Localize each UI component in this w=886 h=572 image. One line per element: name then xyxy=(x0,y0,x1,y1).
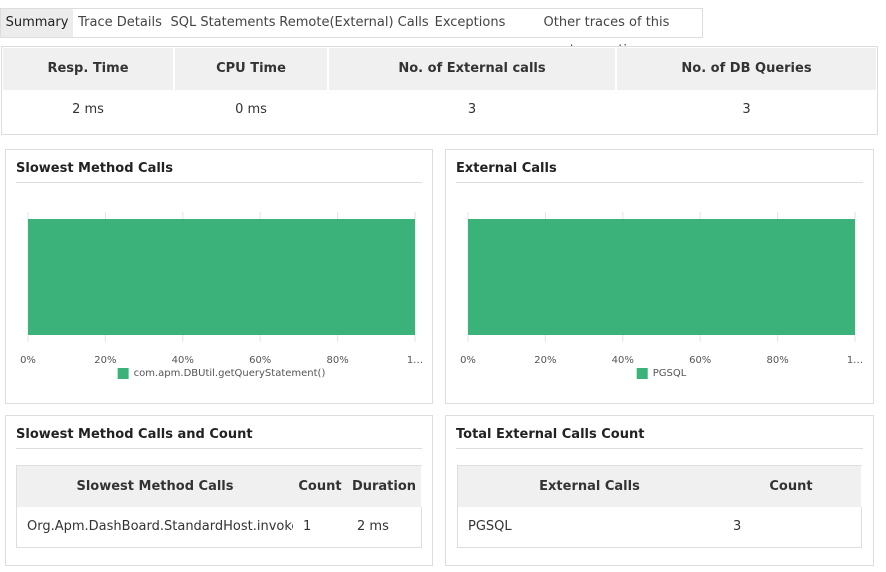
panel-title: Slowest Method Calls and Count xyxy=(16,427,253,442)
column-header[interactable]: External Calls xyxy=(458,466,722,507)
table: External Calls Count PGSQL 3 xyxy=(457,465,862,548)
chart-panel: External Calls 0% 20% 40% 60% 80% 1… PGSQL xyxy=(445,149,874,404)
x-tick-label: 0% xyxy=(20,355,36,366)
value-cell: 3 xyxy=(467,102,477,117)
tab[interactable]: Summary xyxy=(1,9,73,37)
x-tick-label: 0% xyxy=(460,355,476,366)
x-tick-label: 60% xyxy=(689,355,711,366)
table: Slowest Method Calls Count Duration Org.… xyxy=(16,465,422,548)
tab-bar: Summary Trace Details SQL Statements Rem… xyxy=(0,8,703,58)
tab[interactable]: Trace Details xyxy=(78,15,162,30)
x-tick-label: 20% xyxy=(94,355,116,366)
x-tick-label: 80% xyxy=(766,355,788,366)
table-cell: PGSQL xyxy=(468,519,512,534)
tab[interactable]: Other traces of this transaction xyxy=(543,15,670,58)
panel-title: External Calls xyxy=(456,161,557,176)
table-cell: 3 xyxy=(733,519,742,534)
column-header[interactable]: Duration xyxy=(347,466,422,507)
chart-panel: Slowest Method Calls 0% 20% 40% 60% 80% 1… com… xyxy=(5,149,433,404)
value-cell: 2 ms xyxy=(72,102,104,117)
legend-swatch xyxy=(117,368,129,379)
column-header[interactable]: Slowest Method Calls xyxy=(17,466,294,507)
table-panel: Slowest Method Calls and Count Slowest M… xyxy=(5,415,433,566)
value-cell: 3 xyxy=(742,102,751,117)
value-cell: 0 ms xyxy=(235,102,267,117)
panel-title: Slowest Method Calls xyxy=(16,161,174,176)
x-tick-label: 20% xyxy=(534,355,556,366)
x-tick-label: 60% xyxy=(249,355,271,366)
legend-label: com.apm.DBUtil.getQueryStatement() xyxy=(134,368,326,379)
legend-label: PGSQL xyxy=(653,368,687,379)
x-tick-label: 1… xyxy=(407,355,423,366)
header-cell: No. of DB Queries xyxy=(617,48,876,90)
tab[interactable]: Exceptions xyxy=(434,15,506,30)
summary-table: Resp. Time CPU Time No. of External call… xyxy=(1,46,878,135)
header-cell: Resp. Time xyxy=(3,48,173,90)
x-tick-label: 80% xyxy=(326,355,348,366)
x-tick-label: 1… xyxy=(847,355,863,366)
column-header[interactable]: Count xyxy=(721,466,862,507)
divider xyxy=(456,182,863,183)
column-header[interactable]: Count xyxy=(293,466,348,507)
table-cell: 1 xyxy=(303,519,312,534)
tab[interactable]: SQL Statements xyxy=(170,15,276,30)
table-cell: Org.Apm.DashBoard.StandardHost.invoke() xyxy=(27,519,293,534)
chart: 0% 20% 40% 60% 80% 1… PGSQL xyxy=(460,212,863,379)
panel-title: Total External Calls Count xyxy=(456,427,645,442)
x-tick-label: 40% xyxy=(172,355,194,366)
header-cell: CPU Time xyxy=(175,48,327,90)
tab[interactable]: Remote(External) Calls xyxy=(279,15,429,30)
header-cell: No. of External calls xyxy=(329,48,615,90)
legend-swatch xyxy=(636,368,648,379)
divider xyxy=(16,448,422,449)
divider xyxy=(16,182,422,183)
x-tick-label: 40% xyxy=(612,355,634,366)
bar xyxy=(468,219,855,335)
table-cell: 2 ms xyxy=(357,519,389,534)
chart: 0% 20% 40% 60% 80% 1… com.apm.DBUtil.getQueryS… xyxy=(20,212,423,379)
table-panel: Total External Calls Count External Call… xyxy=(445,415,874,566)
divider xyxy=(456,448,863,449)
bar xyxy=(28,219,415,335)
